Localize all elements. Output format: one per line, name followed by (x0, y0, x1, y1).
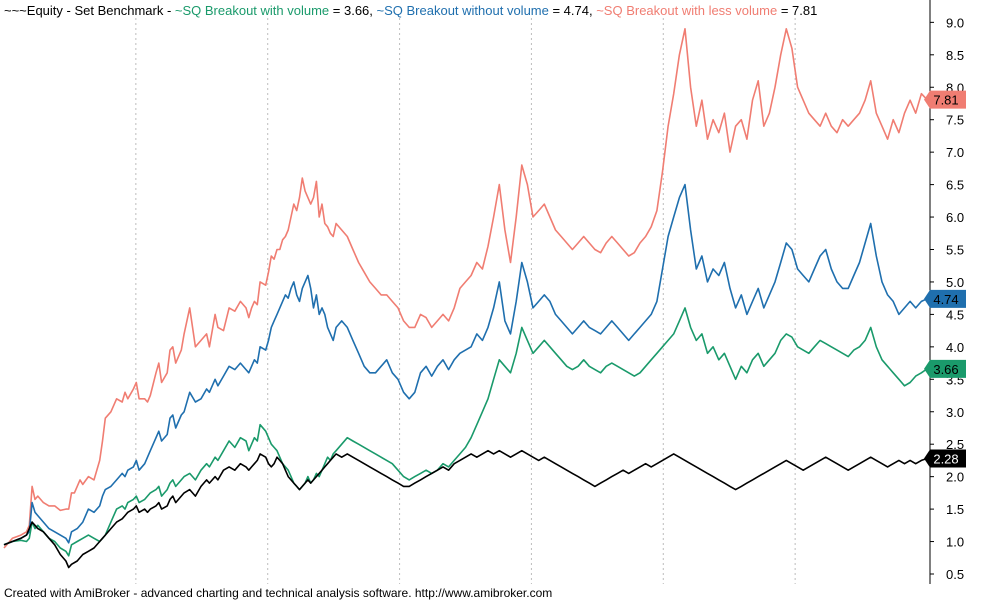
series-line-3 (3, 449, 928, 569)
badge-label: 3.66 (933, 362, 958, 377)
badge-shape (924, 449, 966, 468)
series-lines (3, 28, 928, 569)
title-part-0: ~~~Equity - Set Benchmark - (4, 3, 175, 18)
y-tick-label: 6.0 (946, 210, 964, 225)
title-part-6: = 7.81 (777, 3, 817, 18)
title-part-2: = 3.66, (329, 3, 376, 18)
series-line-2 (3, 307, 928, 557)
y-tick-label: 2.5 (946, 437, 964, 452)
badge-shape (924, 289, 966, 308)
y-tick-label: 6.5 (946, 178, 964, 193)
title-part-4: = 4.74, (549, 3, 596, 18)
title-part-3: ~SQ Breakout without volume (377, 3, 549, 18)
last-value-badges: 7.81 4.74 3.66 2.28 (924, 90, 966, 468)
title-part-1: ~SQ Breakout with volume (175, 3, 329, 18)
last-value-badge-1: 4.74 (924, 289, 966, 308)
y-tick-label: 4.0 (946, 340, 964, 355)
series-line-0 (3, 28, 928, 549)
y-tick-label: 8.5 (946, 48, 964, 63)
badge-label: 4.74 (933, 292, 958, 307)
y-tick-label: 0.5 (946, 567, 964, 582)
y-tick-label: 1.0 (946, 535, 964, 550)
last-value-badge-0: 7.81 (924, 90, 966, 109)
y-tick-label: 1.5 (946, 502, 964, 517)
y-axis-ticks: 0.51.01.52.02.53.03.54.04.55.05.56.06.57… (930, 15, 964, 582)
chart-title: ~~~Equity - Set Benchmark - ~SQ Breakout… (4, 3, 817, 18)
last-value-badge-2: 3.66 (924, 359, 966, 378)
grid (135, 18, 796, 584)
last-value-badge-3: 2.28 (924, 449, 966, 468)
footer-credit: Created with AmiBroker - advanced charti… (4, 586, 552, 600)
y-tick-label: 4.5 (946, 307, 964, 322)
badge-shape (924, 359, 966, 378)
y-tick-label: 5.0 (946, 275, 964, 290)
y-tick-label: 2.0 (946, 470, 964, 485)
series-line-1 (3, 183, 928, 546)
y-tick-label: 5.5 (946, 243, 964, 258)
y-tick-label: 7.5 (946, 113, 964, 128)
title-part-5: ~SQ Breakout with less volume (596, 3, 777, 18)
y-tick-label: 9.0 (946, 15, 964, 30)
badge-label: 7.81 (933, 93, 958, 108)
y-tick-label: 3.0 (946, 405, 964, 420)
badge-label: 2.28 (933, 451, 958, 466)
y-tick-label: 7.0 (946, 145, 964, 160)
badge-shape (924, 90, 966, 109)
